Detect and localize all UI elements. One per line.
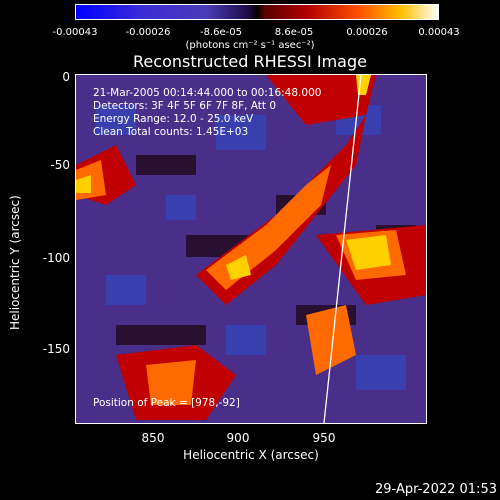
rhessi-image-plot[interactable]: 21-Mar-2005 00:14:44.000 to 00:16:48.000… [75,74,427,424]
image-canvas [76,75,426,423]
info-time-range: 21-Mar-2005 00:14:44.000 to 00:16:48.000 [93,87,322,99]
colorbar-tick: 0.00043 [418,27,460,38]
colorbar-tick: -0.00026 [125,27,171,38]
colorbar-tick: -8.6e-05 [200,27,242,38]
colorbar-tick: -0.00043 [52,27,98,38]
colorbar [75,4,439,20]
info-energy-range: Energy Range: 12.0 - 25.0 keV [93,113,254,125]
y-tick-label: -100 [42,251,70,265]
y-tick-label: -150 [42,342,70,356]
x-axis-label: Heliocentric X (arcsec) [183,448,319,462]
colorbar-tick: 8.6e-05 [274,27,314,38]
peak-position: Position of Peak = [978,-92] [93,397,240,409]
info-detectors: Detectors: 3F 4F 5F 6F 7F 8F, Att 0 [93,100,277,112]
colorbar-tick: 0.00026 [346,27,388,38]
timestamp: 29-Apr-2022 01:53 [375,482,497,497]
info-total-counts: Clean Total counts: 1.45E+03 [93,126,249,138]
colorbar-units: (photons cm⁻² s⁻¹ asec⁻²) [185,40,315,51]
x-tick-label: 900 [226,431,250,445]
x-tick-label: 950 [312,431,336,445]
y-tick-label: 0 [62,70,70,84]
x-tick-label: 850 [141,431,165,445]
y-axis-label: Heliocentric Y (arcsec) [8,195,22,330]
image-title: Reconstructed RHESSI Image [133,52,367,71]
y-tick-label: -50 [50,158,70,172]
